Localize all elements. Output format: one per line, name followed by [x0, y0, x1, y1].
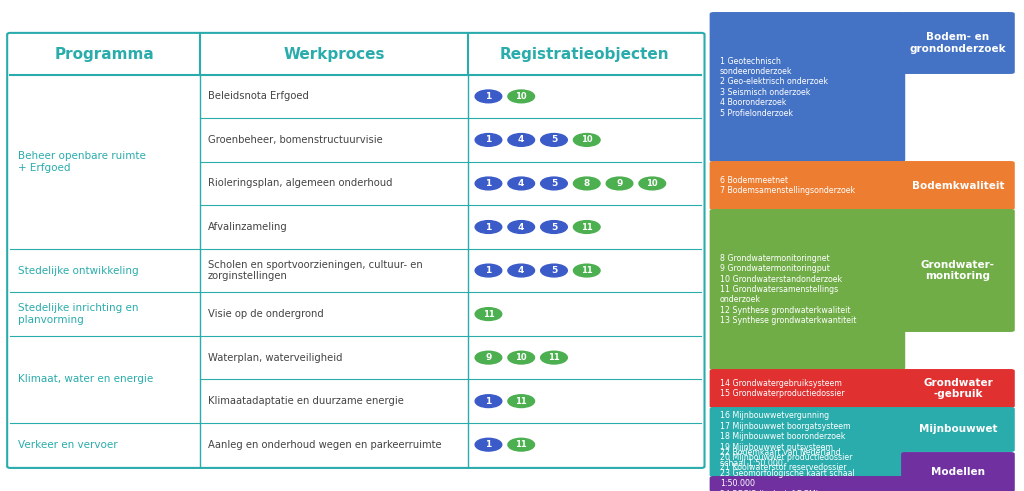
Text: Rioleringsplan, algemeen onderhoud: Rioleringsplan, algemeen onderhoud — [208, 178, 392, 189]
Text: 1: 1 — [485, 266, 492, 275]
Text: Bodem- en
grondonderzoek: Bodem- en grondonderzoek — [909, 32, 1007, 54]
Circle shape — [573, 134, 600, 146]
Circle shape — [508, 395, 535, 408]
Text: Groenbeheer, bomenstructuurvisie: Groenbeheer, bomenstructuurvisie — [208, 135, 383, 145]
Text: 4: 4 — [518, 136, 524, 144]
Text: 4: 4 — [518, 179, 524, 188]
Circle shape — [541, 220, 567, 233]
FancyBboxPatch shape — [710, 407, 905, 477]
Text: 9: 9 — [616, 179, 623, 188]
Text: 5: 5 — [551, 222, 557, 231]
Circle shape — [541, 264, 567, 277]
Text: 10: 10 — [581, 136, 593, 144]
Text: 5: 5 — [551, 179, 557, 188]
Text: Verkeer en vervoer: Verkeer en vervoer — [18, 439, 118, 450]
Text: 11: 11 — [581, 222, 593, 231]
Circle shape — [508, 438, 535, 451]
Circle shape — [475, 134, 502, 146]
Text: Aanleg en onderhoud wegen en parkeerruimte: Aanleg en onderhoud wegen en parkeerruim… — [208, 439, 441, 450]
Circle shape — [573, 220, 600, 233]
Circle shape — [475, 220, 502, 233]
Circle shape — [508, 134, 535, 146]
Text: 4: 4 — [518, 266, 524, 275]
Text: Modellen: Modellen — [931, 467, 985, 477]
Text: 1: 1 — [485, 179, 492, 188]
Text: 11: 11 — [515, 397, 527, 406]
Circle shape — [541, 351, 567, 364]
Circle shape — [606, 177, 633, 190]
Text: 5: 5 — [551, 136, 557, 144]
Text: Waterplan, waterveiligheid: Waterplan, waterveiligheid — [208, 353, 342, 363]
Text: Grondwater
-gebruik: Grondwater -gebruik — [923, 378, 993, 399]
FancyBboxPatch shape — [7, 33, 705, 468]
FancyBboxPatch shape — [710, 369, 905, 408]
Text: 5: 5 — [551, 266, 557, 275]
FancyBboxPatch shape — [710, 476, 905, 491]
Circle shape — [475, 90, 502, 103]
Circle shape — [508, 264, 535, 277]
Text: 16 Mijnbouwwetvergunning
17 Mijnbouwwet boorgatsysteem
18 Mijnbouwwet booronderz: 16 Mijnbouwwetvergunning 17 Mijnbouwwet … — [720, 411, 852, 472]
Circle shape — [475, 264, 502, 277]
Text: Klimaat, water en energie: Klimaat, water en energie — [18, 374, 154, 384]
Circle shape — [475, 308, 502, 321]
FancyBboxPatch shape — [901, 161, 1015, 210]
Text: Werkproces: Werkproces — [283, 47, 385, 62]
Text: 9: 9 — [485, 353, 492, 362]
Text: 8: 8 — [584, 179, 590, 188]
Circle shape — [475, 438, 502, 451]
Text: 11: 11 — [581, 266, 593, 275]
Text: 11: 11 — [515, 440, 527, 449]
Text: 11: 11 — [548, 353, 560, 362]
Circle shape — [508, 220, 535, 233]
FancyBboxPatch shape — [710, 161, 905, 210]
Text: 14 Grondwatergebruiksysteem
15 Grondwaterproductiedossier: 14 Grondwatergebruiksysteem 15 Grondwate… — [720, 379, 845, 398]
Text: Mijnbouwwet: Mijnbouwwet — [919, 425, 997, 435]
Text: 10: 10 — [646, 179, 658, 188]
Text: 22 Bodemkaart van Nederland
schaal 1:50.000
23 Geomorfologische kaart schaal
1:5: 22 Bodemkaart van Nederland schaal 1:50.… — [720, 448, 855, 491]
Text: 1 Geotechnisch
sondeeronderzoek
2 Geo-elektrisch onderzoek
3 Seismisch onderzoek: 1 Geotechnisch sondeeronderzoek 2 Geo-el… — [720, 56, 827, 117]
Text: Stedelijke ontwikkeling: Stedelijke ontwikkeling — [18, 266, 139, 275]
Text: Klimaatadaptatie en duurzame energie: Klimaatadaptatie en duurzame energie — [208, 396, 403, 406]
Text: Stedelijke inrichting en
planvorming: Stedelijke inrichting en planvorming — [18, 303, 139, 325]
Circle shape — [541, 177, 567, 190]
Circle shape — [573, 264, 600, 277]
Text: 1: 1 — [485, 92, 492, 101]
Circle shape — [573, 177, 600, 190]
Text: Registratieobjecten: Registratieobjecten — [500, 47, 670, 62]
Text: Grondwater-
monitoring: Grondwater- monitoring — [921, 260, 995, 281]
Circle shape — [508, 351, 535, 364]
FancyBboxPatch shape — [901, 209, 1015, 332]
Circle shape — [475, 177, 502, 190]
Circle shape — [475, 395, 502, 408]
Text: Beheer openbare ruimte
+ Erfgoed: Beheer openbare ruimte + Erfgoed — [18, 151, 146, 172]
Circle shape — [508, 90, 535, 103]
Text: 1: 1 — [485, 222, 492, 231]
FancyBboxPatch shape — [901, 369, 1015, 408]
Text: 8 Grondwatermonitoringnet
9 Grondwatermonitoringput
10 Grondwaterstandonderzoek
: 8 Grondwatermonitoringnet 9 Grondwatermo… — [720, 254, 856, 325]
Text: 1: 1 — [485, 136, 492, 144]
Text: Afvalinzameling: Afvalinzameling — [208, 222, 288, 232]
Text: 1: 1 — [485, 397, 492, 406]
Circle shape — [475, 351, 502, 364]
FancyBboxPatch shape — [710, 12, 905, 162]
Circle shape — [639, 177, 666, 190]
Circle shape — [508, 177, 535, 190]
Text: 6 Bodemmeetnet
7 Bodemsamenstellingsonderzoek: 6 Bodemmeetnet 7 Bodemsamenstellingsonde… — [720, 176, 855, 195]
Text: 11: 11 — [482, 310, 495, 319]
Text: Visie op de ondergrond: Visie op de ondergrond — [208, 309, 324, 319]
Circle shape — [541, 134, 567, 146]
FancyBboxPatch shape — [901, 407, 1015, 452]
FancyBboxPatch shape — [710, 209, 905, 370]
Text: Scholen en sportvoorzieningen, cultuur- en
zorginstellingen: Scholen en sportvoorzieningen, cultuur- … — [208, 260, 423, 281]
Text: 10: 10 — [515, 92, 527, 101]
FancyBboxPatch shape — [901, 452, 1015, 491]
FancyBboxPatch shape — [901, 12, 1015, 74]
Text: 1: 1 — [485, 440, 492, 449]
Text: 4: 4 — [518, 222, 524, 231]
Text: Beleidsnota Erfgoed: Beleidsnota Erfgoed — [208, 91, 309, 102]
Text: Programma: Programma — [55, 47, 155, 62]
Text: 10: 10 — [515, 353, 527, 362]
Text: Bodemkwaliteit: Bodemkwaliteit — [911, 181, 1005, 191]
